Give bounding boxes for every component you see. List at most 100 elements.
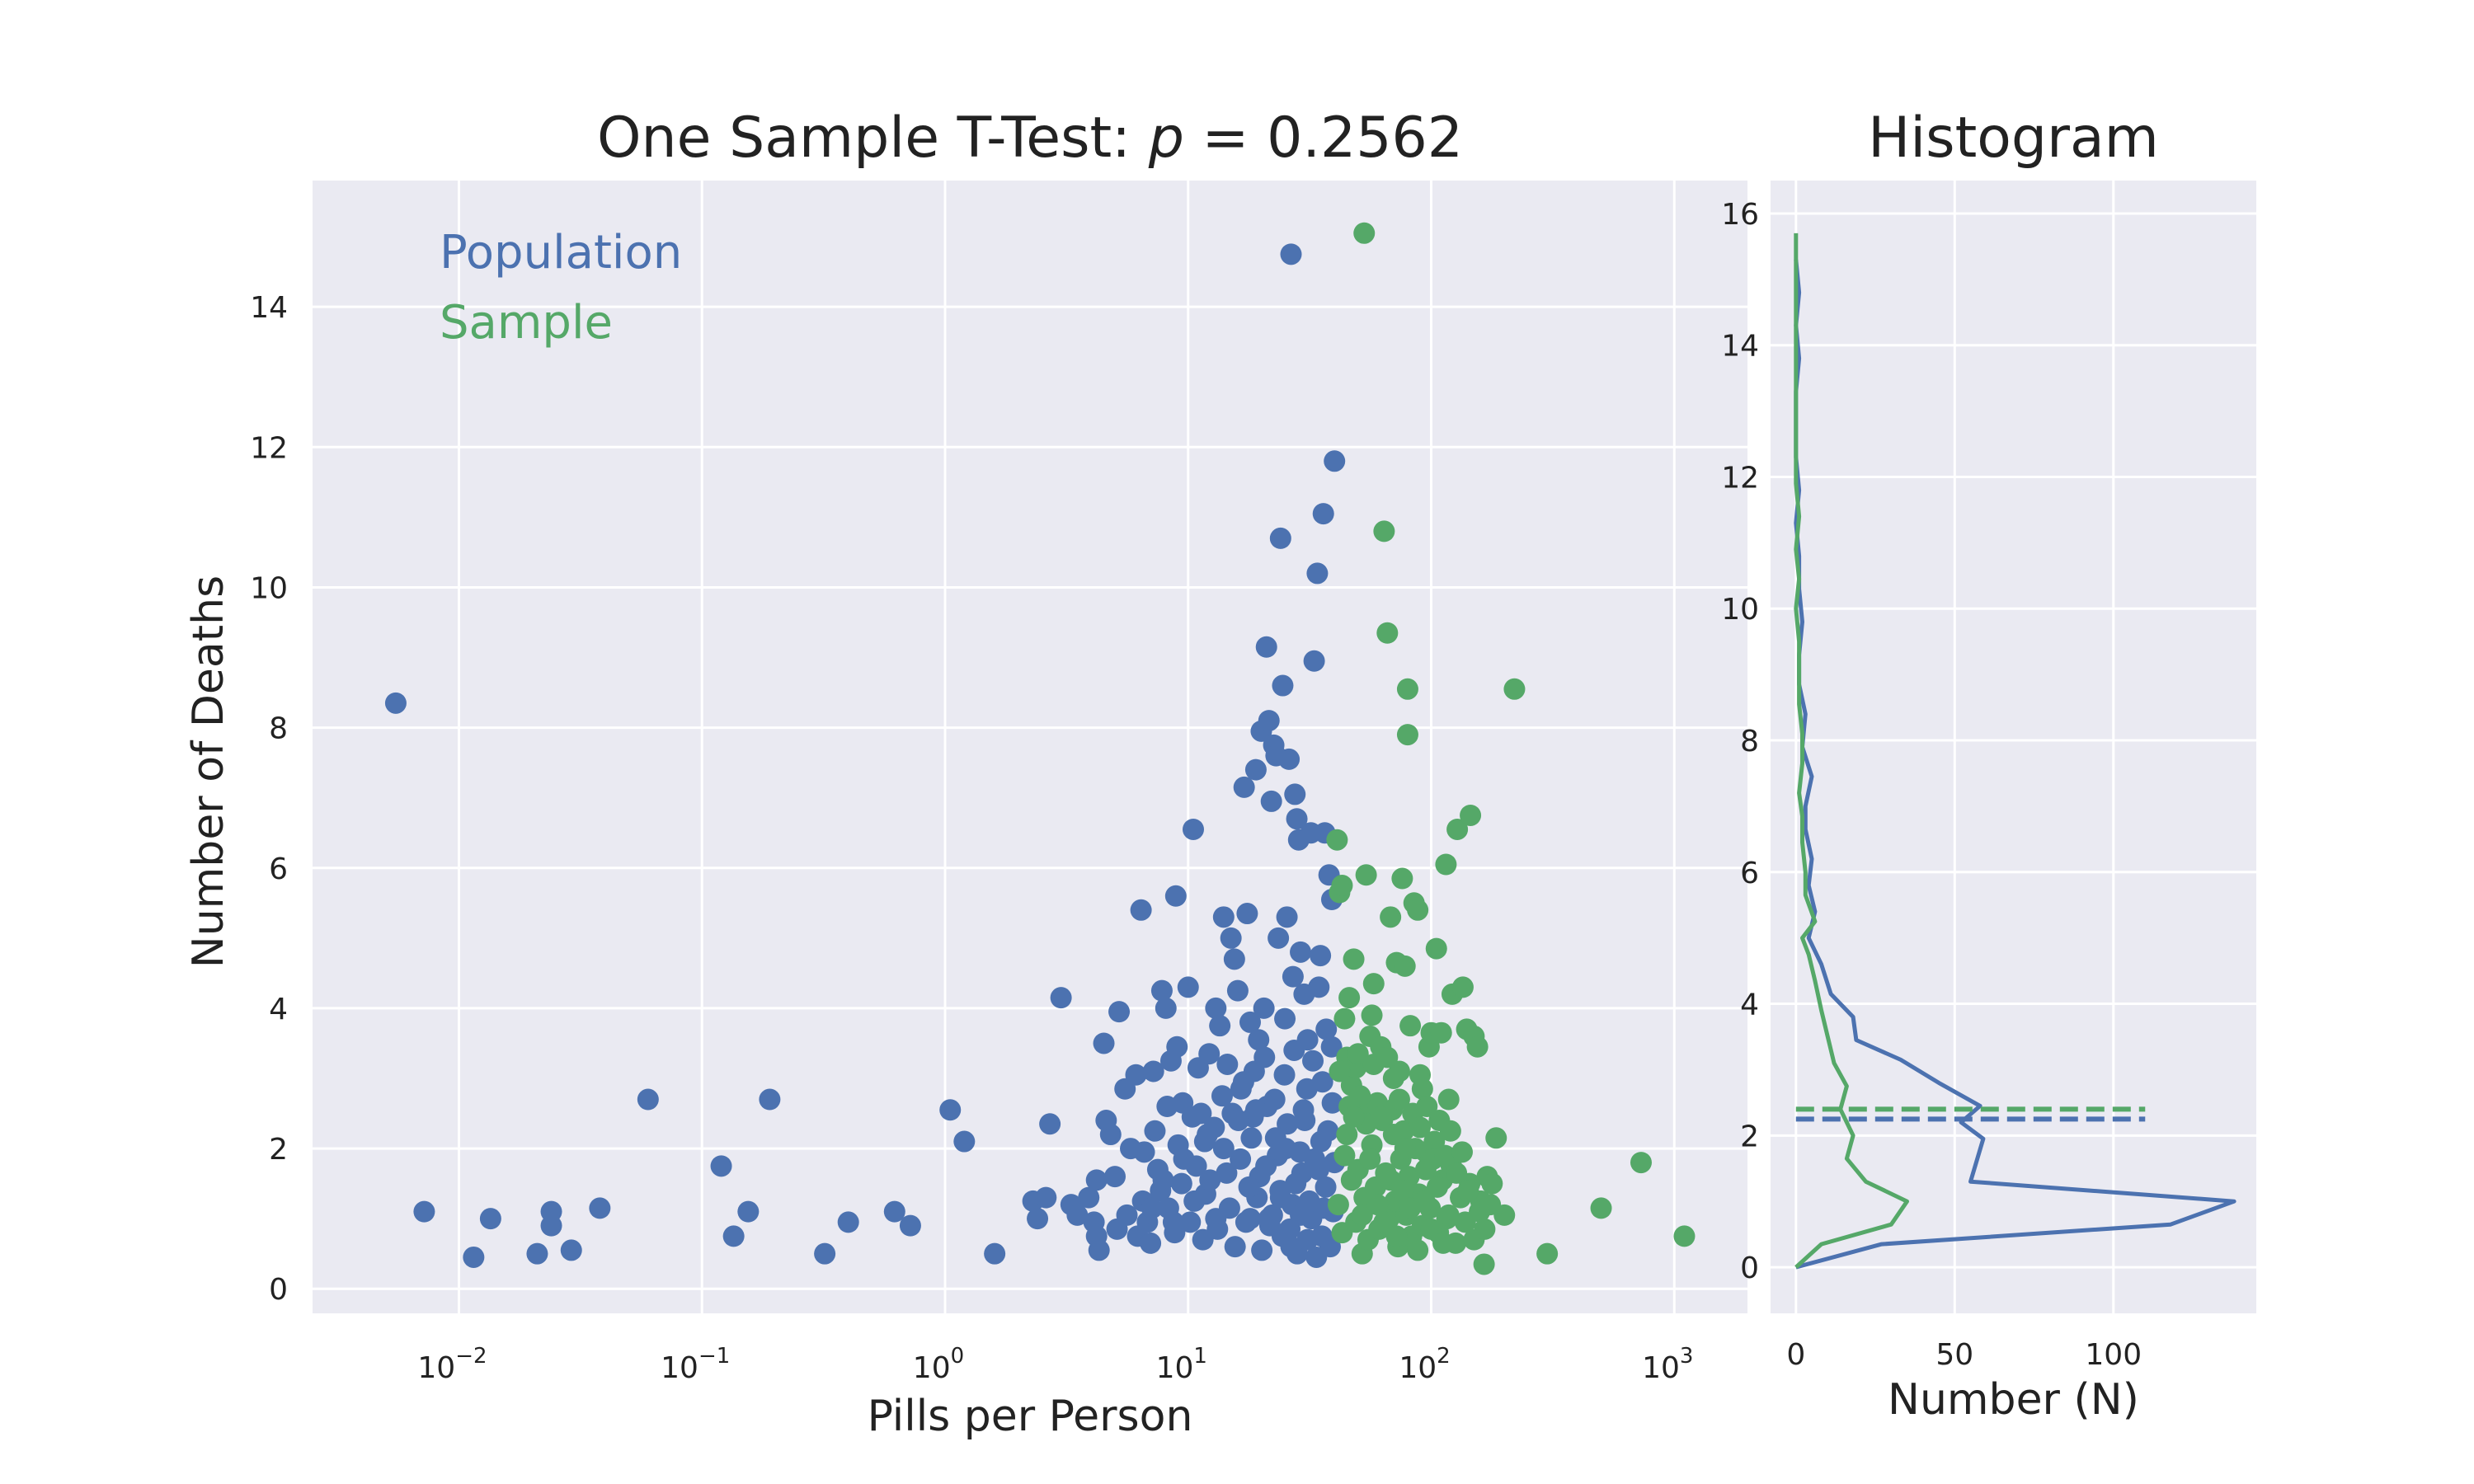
data-point-population — [1227, 1110, 1249, 1132]
data-point-population — [1078, 1186, 1100, 1209]
data-point-population — [1264, 1127, 1286, 1149]
data-point-population — [1140, 1232, 1162, 1254]
data-point-population — [1273, 1064, 1296, 1086]
data-point-population — [1133, 1141, 1155, 1163]
x-tick-label: 10−2 — [417, 1344, 487, 1385]
data-point-population — [1255, 1155, 1277, 1177]
x-tick-label: 102 — [1399, 1344, 1450, 1385]
data-point-population — [1320, 1036, 1343, 1058]
data-point-population — [1209, 1015, 1231, 1037]
data-point-sample — [1338, 987, 1361, 1009]
hist-x-tick-label: 100 — [2085, 1338, 2142, 1372]
data-point-sample — [1474, 1218, 1496, 1240]
data-point-population — [479, 1208, 501, 1230]
data-point-population — [837, 1211, 859, 1233]
data-point-sample — [1536, 1242, 1559, 1265]
data-point-sample — [1394, 955, 1416, 977]
data-point-population — [1164, 885, 1187, 907]
data-point-population — [1282, 965, 1304, 988]
data-point-sample — [1391, 1180, 1413, 1202]
title-p-symbol: p — [1148, 106, 1184, 171]
data-point-population — [1223, 948, 1245, 970]
data-point-sample — [1451, 976, 1474, 998]
data-point-sample — [1413, 1190, 1436, 1212]
y-tick-label: 10 — [250, 571, 288, 605]
data-point-population — [1224, 1236, 1246, 1258]
data-point-population — [1173, 1148, 1195, 1170]
data-point-sample — [1373, 520, 1395, 542]
data-point-population — [540, 1214, 562, 1237]
data-point-population — [1268, 927, 1290, 949]
data-point-population — [1240, 1127, 1263, 1149]
data-point-population — [1306, 562, 1329, 585]
data-point-population — [1142, 1060, 1164, 1082]
data-point-population — [1125, 1064, 1147, 1086]
data-point-population — [1311, 1071, 1333, 1093]
title-prefix: One Sample T-Test: — [597, 106, 1149, 171]
data-point-sample — [1590, 1197, 1612, 1219]
data-point-population — [1272, 674, 1294, 697]
data-point-population — [1050, 987, 1072, 1009]
data-point-population — [1284, 783, 1306, 805]
data-point-population — [1144, 1120, 1166, 1142]
data-point-sample — [1376, 1046, 1399, 1068]
data-point-sample — [1362, 973, 1385, 995]
data-point-sample — [1343, 948, 1365, 970]
data-point-sample — [1437, 1088, 1460, 1111]
data-point-sample — [1503, 678, 1526, 700]
data-point-sample — [1466, 1036, 1489, 1058]
data-point-sample — [1347, 1043, 1369, 1065]
data-point-population — [1177, 976, 1199, 998]
data-point-population — [463, 1246, 485, 1268]
data-point-population — [1269, 527, 1291, 549]
data-point-sample — [1359, 1148, 1381, 1170]
data-point-population — [1233, 776, 1255, 798]
data-point-sample — [1409, 1116, 1432, 1139]
data-point-population — [1310, 1225, 1333, 1247]
data-point-population — [1290, 941, 1312, 963]
data-point-sample — [1451, 1141, 1473, 1163]
data-point-population — [1093, 1032, 1115, 1054]
data-point-population — [1152, 1169, 1174, 1191]
data-point-population — [1226, 979, 1249, 1002]
data-point-sample — [1327, 1194, 1349, 1216]
data-point-population — [1315, 1176, 1337, 1198]
y-tick-label: 4 — [269, 993, 288, 1026]
scatter-plot-area — [313, 181, 1747, 1313]
data-point-population — [1236, 903, 1258, 925]
data-point-sample — [1331, 875, 1353, 897]
data-point-sample — [1388, 1060, 1410, 1082]
data-point-sample — [1437, 1204, 1460, 1226]
data-point-population — [939, 1099, 962, 1121]
data-point-population — [1085, 1169, 1108, 1191]
data-point-population — [1310, 945, 1332, 967]
data-point-sample — [1473, 1253, 1495, 1275]
x-tick-label: 101 — [1156, 1344, 1207, 1385]
data-point-population — [710, 1155, 732, 1177]
data-point-population — [953, 1130, 976, 1153]
data-point-population — [722, 1225, 745, 1247]
data-point-population — [1294, 1110, 1316, 1132]
data-point-population — [1027, 1208, 1049, 1230]
data-point-population — [1302, 1050, 1324, 1072]
data-point-population — [1258, 710, 1280, 732]
data-point-sample — [1399, 1015, 1422, 1037]
data-point-population — [1290, 1204, 1312, 1226]
data-point-population — [883, 1200, 905, 1223]
data-point-population — [560, 1239, 582, 1261]
data-point-population — [1324, 450, 1346, 472]
data-point-population — [1104, 1166, 1126, 1188]
data-point-sample — [1435, 853, 1457, 876]
data-point-sample — [1376, 622, 1399, 644]
hist-x-tick-label: 0 — [1786, 1338, 1805, 1372]
data-point-sample — [1481, 1172, 1503, 1195]
data-point-population — [814, 1242, 836, 1265]
data-point-population — [1263, 1088, 1286, 1111]
x-tick-label: 10−1 — [661, 1344, 730, 1385]
data-point-population — [1248, 1029, 1270, 1051]
data-point-population — [1253, 997, 1275, 1019]
data-point-population — [1283, 1039, 1305, 1061]
data-point-sample — [1434, 1144, 1456, 1167]
data-point-population — [1258, 1208, 1280, 1230]
histogram-plot-area — [1771, 181, 2256, 1313]
